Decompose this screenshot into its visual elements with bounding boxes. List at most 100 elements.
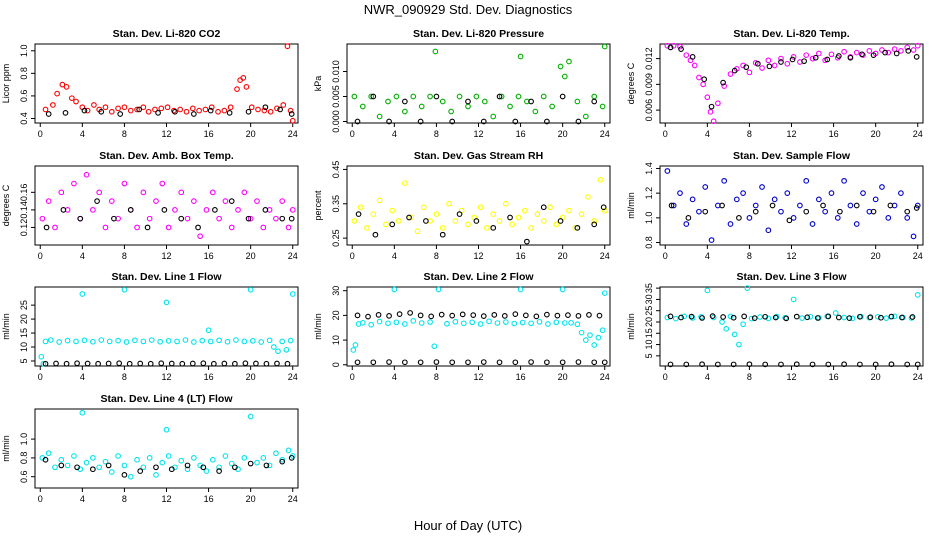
data-point bbox=[134, 224, 140, 231]
y-tick-label: 0.005 bbox=[331, 85, 341, 108]
panel-4: Stan. Dev. Amb. Box Temp. degrees C 0 4 8 12 1… bbox=[1, 150, 299, 261]
data-point bbox=[221, 360, 228, 367]
data-point bbox=[913, 205, 920, 211]
data-point bbox=[241, 455, 248, 461]
data-point bbox=[215, 108, 221, 115]
data-point bbox=[913, 54, 920, 60]
data-point bbox=[372, 231, 379, 238]
data-point bbox=[280, 102, 287, 108]
series-3 bbox=[354, 359, 608, 366]
data-point bbox=[228, 460, 235, 467]
x-tick-label: 16 bbox=[204, 494, 214, 504]
data-point bbox=[439, 231, 446, 238]
data-point bbox=[557, 63, 564, 70]
data-point bbox=[423, 218, 429, 224]
data-point bbox=[731, 331, 738, 338]
data-point bbox=[888, 361, 895, 368]
series-1 bbox=[350, 286, 608, 353]
data-point bbox=[757, 314, 763, 320]
y-tick-label: 10 bbox=[331, 335, 341, 345]
data-point bbox=[553, 221, 560, 228]
main-title: NWR_090929 Std. Dev. Diagnostics bbox=[363, 2, 573, 17]
data-point bbox=[432, 48, 439, 55]
data-point bbox=[191, 339, 197, 345]
data-point bbox=[94, 198, 100, 204]
data-point bbox=[536, 318, 543, 325]
data-point bbox=[402, 98, 408, 105]
data-point bbox=[528, 224, 534, 231]
y-tick-label: 35 bbox=[644, 283, 654, 293]
data-point bbox=[164, 104, 171, 111]
data-point bbox=[216, 215, 222, 222]
data-point bbox=[872, 196, 879, 203]
data-point bbox=[279, 198, 286, 204]
data-point bbox=[822, 208, 829, 215]
data-point bbox=[746, 69, 753, 76]
x-tick-label: 0 bbox=[350, 129, 355, 139]
data-point bbox=[140, 104, 147, 111]
x-tick-label: 0 bbox=[350, 251, 355, 261]
series-2 bbox=[355, 204, 607, 245]
data-point bbox=[870, 208, 877, 215]
x-tick-label: 16 bbox=[516, 251, 526, 261]
data-point bbox=[81, 337, 88, 344]
data-point bbox=[540, 218, 547, 224]
data-point bbox=[289, 117, 296, 124]
data-point bbox=[439, 98, 446, 105]
data-point bbox=[528, 98, 534, 105]
data-point bbox=[596, 312, 603, 319]
data-point bbox=[689, 54, 696, 60]
y-tick-label: 0.8 bbox=[19, 67, 29, 80]
y-tick-label: 20 bbox=[19, 314, 29, 324]
data-point bbox=[216, 337, 222, 344]
data-point bbox=[165, 224, 172, 231]
data-point bbox=[254, 459, 260, 466]
data-point bbox=[701, 76, 708, 83]
x-tick-label: 16 bbox=[204, 372, 214, 382]
data-point bbox=[601, 290, 608, 297]
data-point bbox=[73, 98, 79, 105]
data-point bbox=[557, 218, 564, 224]
data-point bbox=[465, 98, 471, 105]
data-point bbox=[667, 44, 674, 51]
data-point bbox=[77, 215, 84, 222]
y-tick-label: 25 bbox=[644, 306, 654, 316]
series-2 bbox=[667, 44, 920, 110]
series-1 bbox=[351, 43, 608, 120]
data-point bbox=[534, 211, 541, 217]
data-point bbox=[226, 109, 233, 116]
data-point bbox=[383, 221, 389, 228]
x-tick-label: 20 bbox=[246, 129, 256, 139]
data-point bbox=[565, 312, 571, 318]
data-point bbox=[731, 67, 738, 74]
data-point bbox=[696, 74, 702, 81]
x-tick-label: 24 bbox=[288, 129, 298, 139]
data-point bbox=[469, 319, 476, 326]
series-1 bbox=[42, 43, 296, 124]
x-tick-label: 24 bbox=[288, 372, 298, 382]
data-point bbox=[803, 208, 810, 215]
data-point bbox=[670, 202, 677, 209]
y-tick-label: 1.0 bbox=[19, 433, 29, 446]
data-point bbox=[42, 360, 49, 367]
plot-frame bbox=[34, 165, 299, 246]
data-point bbox=[288, 111, 295, 117]
x-tick-label: 4 bbox=[392, 372, 397, 382]
x-tick-label: 12 bbox=[161, 494, 171, 504]
data-point bbox=[140, 464, 147, 471]
data-point bbox=[102, 224, 109, 231]
data-point bbox=[111, 215, 117, 222]
data-point bbox=[417, 359, 424, 366]
x-tick-label: 8 bbox=[747, 129, 752, 139]
data-point bbox=[174, 338, 180, 345]
x-axis-label: Hour of Day (UTC) bbox=[413, 518, 523, 533]
data-point bbox=[803, 177, 810, 184]
series-2 bbox=[42, 455, 295, 478]
data-point bbox=[517, 286, 524, 293]
data-point bbox=[207, 338, 214, 345]
data-point bbox=[402, 359, 408, 366]
data-point bbox=[512, 311, 519, 318]
data-point bbox=[480, 359, 487, 365]
data-point bbox=[759, 184, 765, 190]
